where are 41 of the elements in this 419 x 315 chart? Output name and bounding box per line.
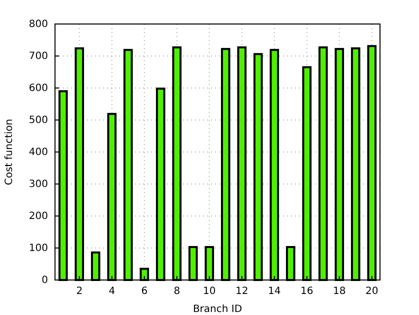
y-tick-label: 700 — [28, 51, 48, 62]
bar — [286, 246, 296, 281]
x-tick-label: 8 — [174, 286, 180, 297]
bar — [350, 47, 360, 281]
x-tick-label: 6 — [141, 286, 148, 297]
bar — [367, 45, 377, 281]
y-tick-label: 100 — [28, 243, 48, 254]
bar — [58, 90, 68, 281]
x-tick-label: 12 — [236, 286, 248, 297]
x-tick-label: 2 — [76, 286, 83, 297]
bar — [253, 53, 263, 281]
bar — [74, 47, 84, 281]
bar — [237, 46, 247, 281]
x-tick-label: 14 — [268, 286, 281, 297]
y-tick-label: 200 — [28, 211, 48, 222]
bar — [188, 246, 198, 281]
bar — [302, 66, 312, 281]
y-tick-label: 500 — [28, 115, 48, 126]
y-tick-label: 300 — [28, 179, 48, 190]
x-tick-label: 4 — [108, 286, 116, 297]
bar — [156, 88, 166, 281]
bar — [90, 251, 100, 281]
bar — [107, 112, 117, 281]
bar — [140, 268, 150, 281]
x-tick-label: 18 — [333, 286, 346, 297]
bar — [172, 46, 182, 281]
y-axis-title: Cost function — [4, 118, 15, 186]
y-tick-label: 800 — [28, 19, 48, 30]
y-tick-label: 600 — [28, 83, 48, 94]
x-axis-title: Branch ID — [192, 304, 242, 315]
bar — [270, 48, 280, 281]
x-tick-label: 10 — [203, 286, 216, 297]
bar — [334, 48, 344, 281]
x-tick-label: 20 — [366, 286, 378, 297]
y-tick-label: 0 — [42, 275, 48, 286]
bar — [204, 246, 214, 281]
bar — [220, 48, 230, 281]
bar — [123, 48, 133, 281]
bar — [318, 46, 328, 281]
y-tick-label: 400 — [28, 147, 48, 158]
x-tick-label: 16 — [300, 286, 314, 297]
